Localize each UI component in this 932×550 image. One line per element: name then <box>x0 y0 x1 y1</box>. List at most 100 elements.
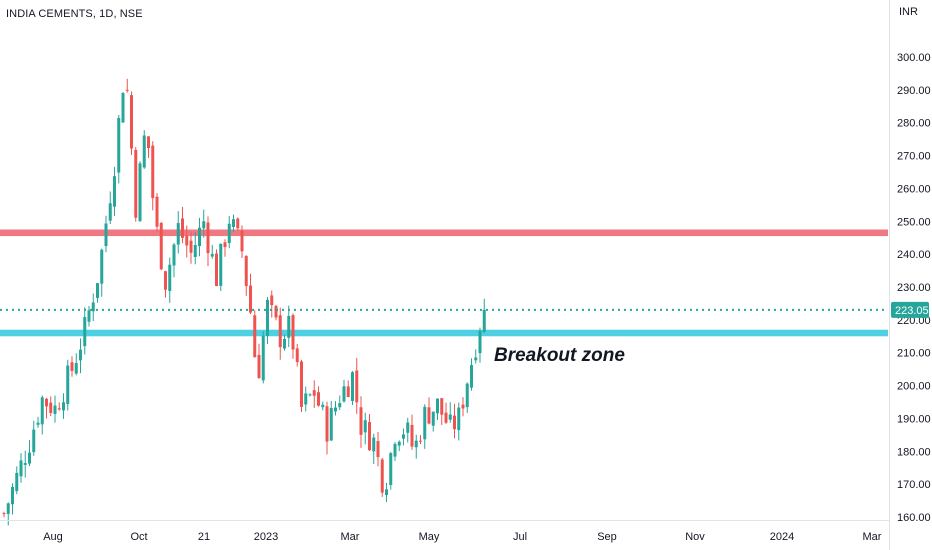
candle-body <box>300 361 303 407</box>
candle-body <box>74 362 78 374</box>
candle-body <box>431 411 435 426</box>
support-zone <box>0 329 888 337</box>
candle-body <box>334 407 337 412</box>
candle-body <box>45 398 48 407</box>
candle-body <box>397 441 401 446</box>
candle-body <box>465 383 469 408</box>
candle-body <box>317 392 320 406</box>
candle-body <box>62 402 65 411</box>
y-tick-label: 170.00 <box>897 479 931 491</box>
candle-body <box>474 357 478 361</box>
candle-body <box>121 93 125 123</box>
candle-body <box>482 309 486 332</box>
candle-body <box>236 218 240 229</box>
currency-label: INR <box>899 6 918 18</box>
candle-body <box>308 394 312 396</box>
candle-body <box>113 176 116 207</box>
candle-body <box>36 422 40 425</box>
candle-body <box>274 305 278 318</box>
candle-body <box>389 453 393 485</box>
candle-body <box>372 437 376 452</box>
x-tick-label: Nov <box>685 531 705 543</box>
candle-body <box>385 489 388 496</box>
x-tick-label: Aug <box>43 531 63 543</box>
candle-body <box>325 406 329 442</box>
candle-body <box>295 348 299 363</box>
y-tick-label: 300.00 <box>897 52 931 64</box>
y-tick-label: 210.00 <box>897 348 931 360</box>
candle-body <box>206 222 210 254</box>
candle-body <box>376 441 380 458</box>
candle-body <box>440 398 444 415</box>
candle-body <box>278 315 282 348</box>
candles-layer <box>2 78 486 526</box>
candle-body <box>253 315 257 358</box>
x-tick-label: Mar <box>341 531 360 543</box>
candle-body <box>436 398 439 414</box>
candle-body <box>355 370 359 403</box>
candle-body <box>138 163 142 222</box>
candle-body <box>96 283 99 298</box>
candle-body <box>57 408 61 410</box>
candle-body <box>244 255 248 287</box>
candle-body <box>321 404 325 408</box>
candle-body <box>448 414 452 420</box>
candle-body <box>470 365 473 388</box>
candle-body <box>19 460 23 477</box>
candle-body <box>210 253 214 257</box>
candle-body <box>287 315 291 338</box>
candle-body <box>423 406 427 440</box>
candle-body <box>49 402 53 414</box>
candle-body <box>15 472 19 492</box>
candle-body <box>215 253 218 287</box>
y-tick-label: 180.00 <box>897 446 931 458</box>
candle-body <box>32 429 36 453</box>
y-tick-label: 270.00 <box>897 151 931 163</box>
candle-body <box>444 412 448 423</box>
candle-body <box>266 299 269 336</box>
x-tick-label: Jul <box>513 531 527 543</box>
candle-body <box>134 149 138 218</box>
candle-body <box>227 223 231 244</box>
candle-body <box>363 420 367 433</box>
candle-body <box>11 486 14 505</box>
chart-title: INDIA CEMENTS, 1D, NSE <box>6 8 143 20</box>
breakout-annotation: Breakout zone <box>494 345 625 366</box>
candle-body <box>83 317 87 347</box>
y-tick-label: 260.00 <box>897 183 931 195</box>
candle-body <box>261 335 265 381</box>
candle-body <box>304 393 308 405</box>
candle-body <box>100 249 104 284</box>
x-tick-label: 2023 <box>254 531 278 543</box>
candle-body <box>168 264 172 291</box>
candle-body <box>338 403 342 408</box>
candle-body <box>125 89 129 91</box>
candle-body <box>461 404 465 409</box>
last-price-label: 223.05 <box>895 305 929 317</box>
candle-body <box>155 196 159 227</box>
candle-body <box>159 222 163 270</box>
x-tick-label: Mar <box>863 531 882 543</box>
candle-body <box>164 271 167 290</box>
candle-body <box>108 203 112 221</box>
candle-body <box>457 407 461 431</box>
candle-body <box>414 440 418 448</box>
x-tick-label: Oct <box>130 531 147 543</box>
candle-body <box>240 230 244 252</box>
zones-layer <box>0 229 888 337</box>
candle-body <box>346 386 350 398</box>
candle-body <box>270 295 274 306</box>
last-price-badge <box>891 301 929 318</box>
candle-body <box>419 440 422 442</box>
candle-body <box>291 315 295 350</box>
candle-body <box>117 117 121 173</box>
candle-body <box>219 243 223 286</box>
candle-body <box>23 463 27 465</box>
candle-body <box>172 244 176 266</box>
candle-body <box>478 330 482 354</box>
candle-body <box>28 452 31 464</box>
candle-body <box>223 242 227 248</box>
y-tick-label: 250.00 <box>897 216 931 228</box>
